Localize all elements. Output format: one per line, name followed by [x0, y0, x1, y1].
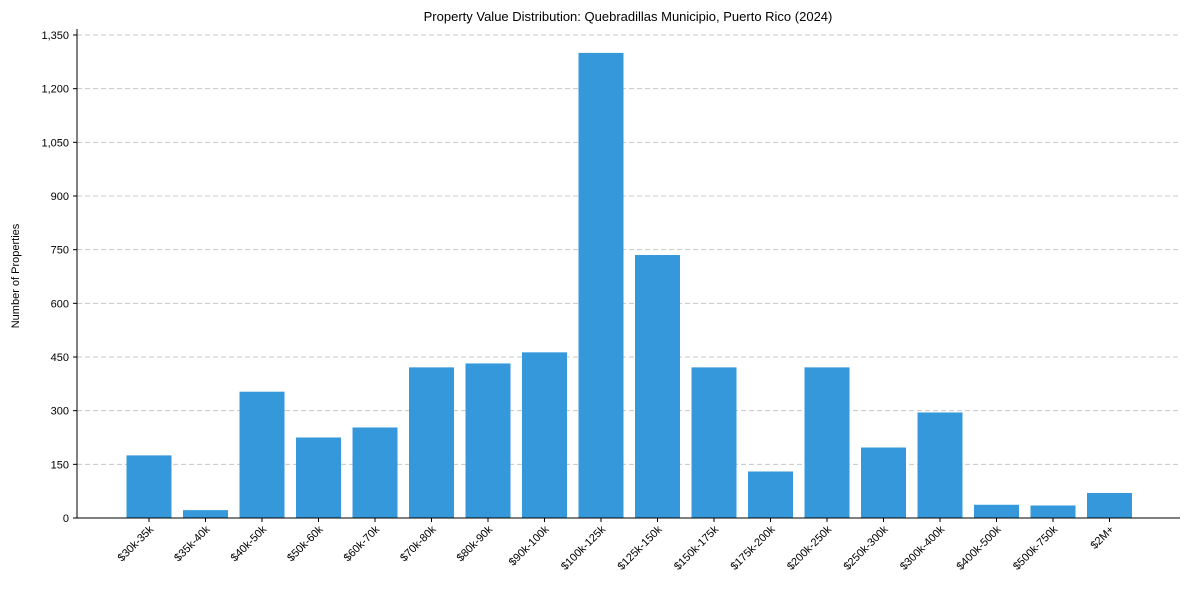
bar: [578, 52, 624, 519]
bar: [409, 367, 454, 518]
bar: [635, 255, 680, 519]
x-tick-label: $150k-175k: [672, 523, 721, 572]
x-tick-label: $300k-400k: [898, 523, 947, 572]
bar: [465, 363, 511, 518]
chart-title: Property Value Distribution: Quebradilla…: [424, 9, 833, 24]
y-tick-label: 450: [51, 352, 69, 364]
y-tick-label: 0: [63, 513, 69, 525]
bar: [522, 352, 567, 518]
x-tick-label: $500k-750k: [1011, 523, 1060, 572]
x-tick-label: $125k-150k: [615, 523, 664, 572]
bar: [183, 510, 228, 518]
bar: [748, 471, 793, 518]
bar: [861, 447, 906, 518]
x-tick-label: $50k-60k: [285, 523, 326, 564]
y-tick-label: 300: [51, 406, 69, 418]
y-tick-label: 150: [51, 459, 69, 471]
bar: [296, 437, 341, 518]
y-tick-label: 900: [51, 191, 69, 203]
x-tick-label: $2M+: [1088, 524, 1116, 552]
bars: [126, 52, 1132, 519]
x-tick-label: $70k-80k: [398, 523, 439, 564]
bar: [1030, 505, 1076, 518]
x-tick-label: $250k-300k: [841, 523, 890, 572]
y-ticks: 0 150 300 450 600 750 900 1,050 1,200 1,350: [41, 30, 77, 525]
y-axis-label: Number of Properties: [10, 223, 22, 328]
x-tick-label: $40k-50k: [229, 523, 270, 564]
y-tick-label: 1,200: [41, 84, 69, 96]
bar: [1087, 492, 1132, 518]
bar: [804, 367, 850, 518]
x-ticks: $30k-35k $35k-40k $40k-50k $50k-60k $60k-70k…: [116, 518, 1117, 573]
bar: [917, 412, 963, 518]
bar: [126, 455, 172, 518]
x-tick-label: $30k-35k: [116, 523, 157, 564]
y-tick-label: 1,350: [41, 30, 69, 42]
y-tick-label: 600: [51, 298, 69, 310]
y-tick-label: 1,050: [41, 137, 69, 149]
x-tick-label: $90k-100k: [507, 523, 552, 568]
x-tick-label: $60k-70k: [342, 523, 383, 564]
x-tick-label: $80k-90k: [455, 523, 496, 564]
bar: [691, 367, 737, 518]
bar: [239, 391, 285, 518]
x-tick-label: $100k-125k: [559, 523, 608, 572]
x-tick-label: $200k-250k: [785, 523, 834, 572]
x-tick-label: $400k-500k: [954, 523, 1003, 572]
x-tick-label: $35k-40k: [172, 523, 213, 564]
x-tick-label: $175k-200k: [728, 523, 777, 572]
bar: [352, 427, 398, 518]
y-tick-label: 750: [51, 245, 69, 257]
bar: [974, 504, 1019, 518]
